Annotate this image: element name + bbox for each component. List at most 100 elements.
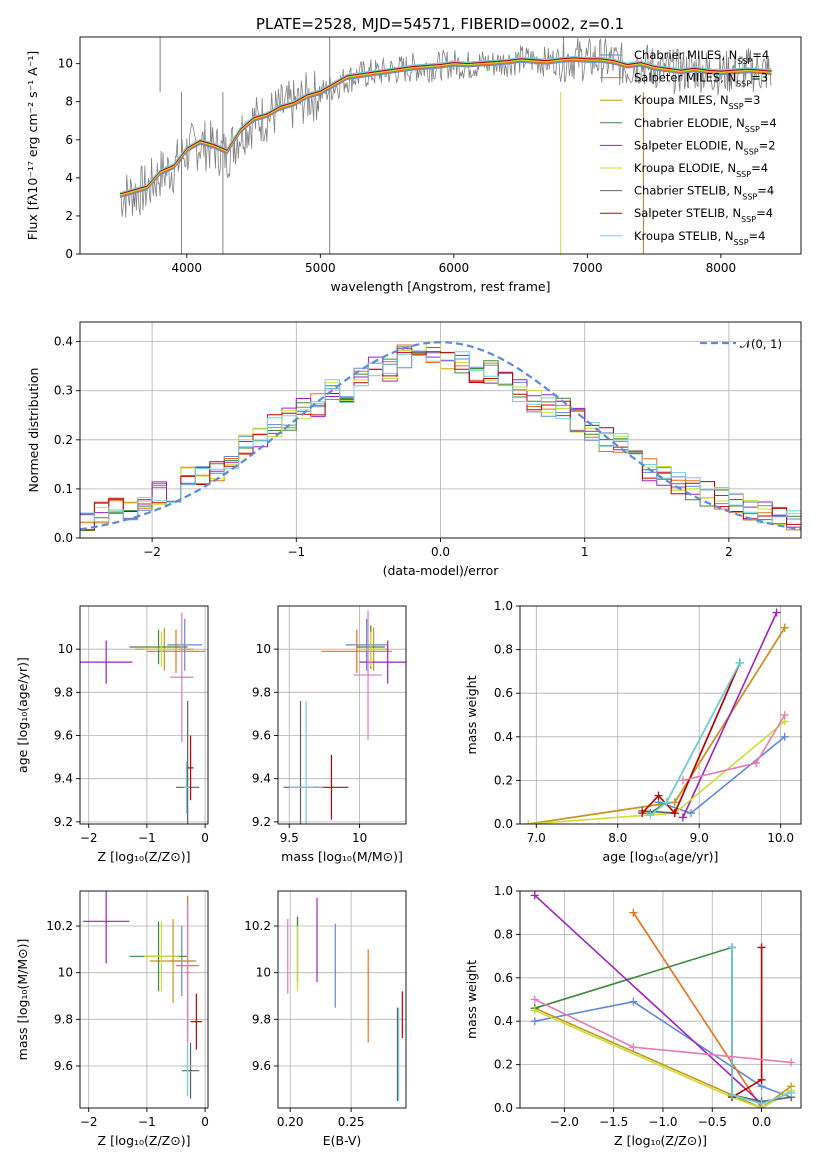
weight-marker [787, 1058, 796, 1067]
weight-series-line [731, 947, 792, 1105]
weight-series-line [642, 662, 741, 814]
plot-area-mass-vs-Z [80, 891, 208, 1108]
y-tick-label: 0.0 [54, 531, 73, 545]
y-tick-label: 0.2 [494, 773, 513, 787]
observed-spectrum-line [119, 37, 772, 218]
y-tick-label: 6 [65, 133, 73, 147]
weight-marker [670, 798, 679, 807]
x-tick-label: 4000 [172, 261, 203, 275]
legend-label: Chabrier MILES, NSSP=4 [634, 48, 769, 66]
axes-frame [277, 605, 407, 825]
x-axis-label: wavelength [Angstrom, rest frame] [330, 279, 550, 294]
weight-marker [638, 809, 647, 818]
x-tick-label: 0.25 [338, 1115, 365, 1129]
weight-marker [530, 995, 539, 1004]
y-tick-label: 0.6 [494, 686, 513, 700]
y-tick-label: 9.8 [54, 1012, 73, 1026]
y-tick-label: 0.2 [54, 433, 73, 447]
panel-mass-vs-EBV [274, 890, 407, 1112]
y-tick-label: 9.2 [252, 815, 271, 829]
legend-label: 𝒩(0, 1) [740, 337, 782, 351]
weight-marker [727, 1090, 736, 1099]
y-tick-label: 9.6 [252, 729, 271, 743]
weight-marker [670, 809, 679, 818]
x-tick-label: −1.5 [599, 1115, 628, 1129]
x-tick-label: 0.0 [752, 1115, 771, 1129]
weight-marker [772, 608, 781, 617]
y-axis-label: mass weight [464, 960, 479, 1039]
weight-marker [629, 1043, 638, 1052]
weight-marker [654, 791, 663, 800]
y-tick-label: 9.4 [252, 772, 271, 786]
y-tick-label: 0.4 [54, 335, 73, 349]
y-tick-label: 10 [256, 642, 271, 656]
model-spectrum-line [119, 55, 772, 194]
x-axis-label: (data-model)/error [383, 563, 500, 578]
x-tick-label: 10.0 [767, 831, 794, 845]
y-axis-label: mass weight [464, 675, 479, 754]
weight-marker [780, 711, 789, 719]
x-tick-label: −1 [138, 1115, 156, 1129]
plot-area-mass-vs-EBV [278, 891, 406, 1108]
weight-series-line [534, 946, 762, 1103]
weight-marker [780, 732, 789, 741]
legend-label: Salpeter MILES, NSSP=3 [634, 71, 768, 89]
weight-series-line [527, 627, 786, 824]
axes-frame [519, 890, 802, 1109]
plot-area-age-vs-Z [80, 606, 208, 824]
x-tick-label: 0.0 [431, 545, 450, 559]
plot-area-mass-weight-vs-Z [520, 891, 801, 1108]
x-tick-label: −2.0 [550, 1115, 579, 1129]
y-axis-label: Normed distribution [26, 368, 41, 493]
weight-marker [757, 1075, 766, 1084]
x-tick-label: 9.5 [280, 831, 299, 845]
weight-marker [678, 813, 687, 822]
x-tick-label: 7.0 [527, 831, 546, 845]
plot-area-spectrum [119, 37, 772, 254]
legend-label: Salpeter ELODIE, NSSP=2 [634, 138, 776, 156]
x-tick-label: −1.0 [648, 1115, 677, 1129]
weight-marker [524, 820, 533, 824]
x-tick-label: −1 [287, 545, 305, 559]
y-tick-label: 4 [65, 171, 73, 185]
y-tick-label: 0 [65, 247, 73, 261]
x-tick-label: 5000 [305, 261, 336, 275]
weight-marker [780, 623, 789, 632]
weight-series-line [527, 627, 786, 824]
x-tick-label: −2 [80, 1115, 98, 1129]
x-tick-label: 0 [201, 831, 209, 845]
legend-label: Kroupa STELIB, NSSP=4 [634, 229, 765, 247]
y-tick-label: 9.6 [54, 729, 73, 743]
x-tick-label: 7000 [572, 261, 603, 275]
x-tick-label: 1 [581, 545, 589, 559]
y-tick-label: 10 [58, 57, 73, 71]
weight-marker [662, 798, 671, 807]
weight-marker [646, 811, 655, 820]
x-tick-label: −2 [143, 545, 161, 559]
x-tick-label: 8.0 [608, 831, 627, 845]
weight-series-line [534, 1007, 792, 1108]
panel-residuals [76, 321, 802, 542]
y-tick-label: 10 [58, 642, 73, 656]
x-tick-label: −1 [138, 831, 156, 845]
x-tick-label: 10 [352, 831, 367, 845]
y-axis-label: mass [log₁₀(M/M⊙)] [15, 939, 30, 1061]
histogram-series [80, 351, 801, 524]
x-tick-label: −0.5 [698, 1115, 727, 1129]
weight-series-line [682, 612, 778, 818]
x-axis-label: Z [log₁₀(Z/Z⊙)] [98, 849, 191, 864]
x-axis-label: age [log₁₀(age/yr)] [603, 849, 719, 864]
plot-area-age-vs-mass [278, 606, 406, 824]
y-tick-label: 0.6 [494, 971, 513, 985]
weight-marker [678, 776, 687, 785]
y-tick-label: 9.8 [54, 685, 73, 699]
weight-marker [752, 758, 761, 767]
axes-frame [519, 605, 802, 825]
weight-marker [757, 943, 766, 952]
panel-mass-vs-Z [76, 890, 209, 1112]
y-axis-label: Flux [fλ10⁻¹⁷ erg cm⁻² s⁻¹ A⁻¹] [25, 51, 40, 240]
normal-curve [80, 341, 801, 531]
y-tick-label: 1.0 [494, 884, 513, 898]
y-tick-label: 10 [58, 966, 73, 980]
